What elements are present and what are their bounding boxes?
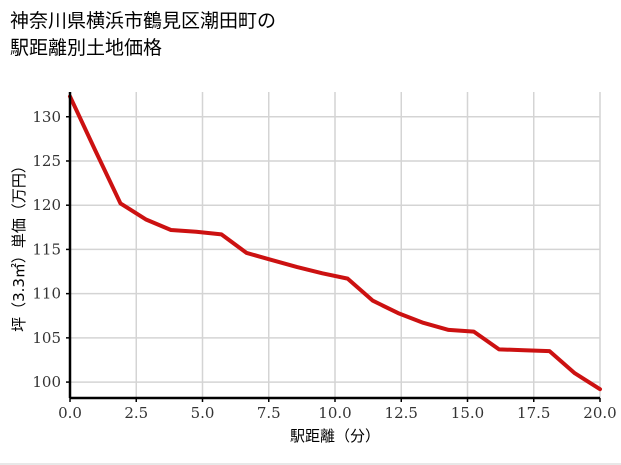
x-tick-label: 0.0 — [58, 404, 82, 422]
y-tick-label: 105 — [32, 329, 61, 347]
x-axis-ticks: 0.0 2.5 5.0 7.5 10.0 12.5 15.0 17.5 20.0 — [58, 398, 617, 422]
y-tick-label: 125 — [32, 152, 61, 170]
y-tick-label: 100 — [32, 373, 61, 391]
page-title: 神奈川県横浜市鶴見区潮田町の 駅距離別土地価格 — [10, 10, 277, 59]
y-tick-label: 115 — [32, 240, 61, 258]
x-tick-label: 20.0 — [583, 404, 616, 422]
y-tick-label: 130 — [32, 108, 61, 126]
y-axis-label: 坪（3.3㎡）単価（万円） — [10, 158, 28, 332]
y-tick-label: 110 — [32, 285, 61, 303]
x-tick-label: 2.5 — [124, 404, 148, 422]
footer-divider — [0, 463, 621, 465]
x-tick-label: 17.5 — [517, 404, 550, 422]
x-tick-label: 10.0 — [318, 404, 351, 422]
x-tick-label: 5.0 — [191, 404, 215, 422]
y-axis-ticks: 100 105 110 115 120 125 130 — [32, 108, 70, 391]
y-tick-label: 120 — [32, 196, 61, 214]
x-tick-label: 7.5 — [257, 404, 281, 422]
price-line — [68, 94, 602, 392]
x-axis-label: 駅距離（分） — [290, 427, 380, 445]
x-tick-label: 15.0 — [451, 404, 484, 422]
x-tick-label: 12.5 — [385, 404, 418, 422]
